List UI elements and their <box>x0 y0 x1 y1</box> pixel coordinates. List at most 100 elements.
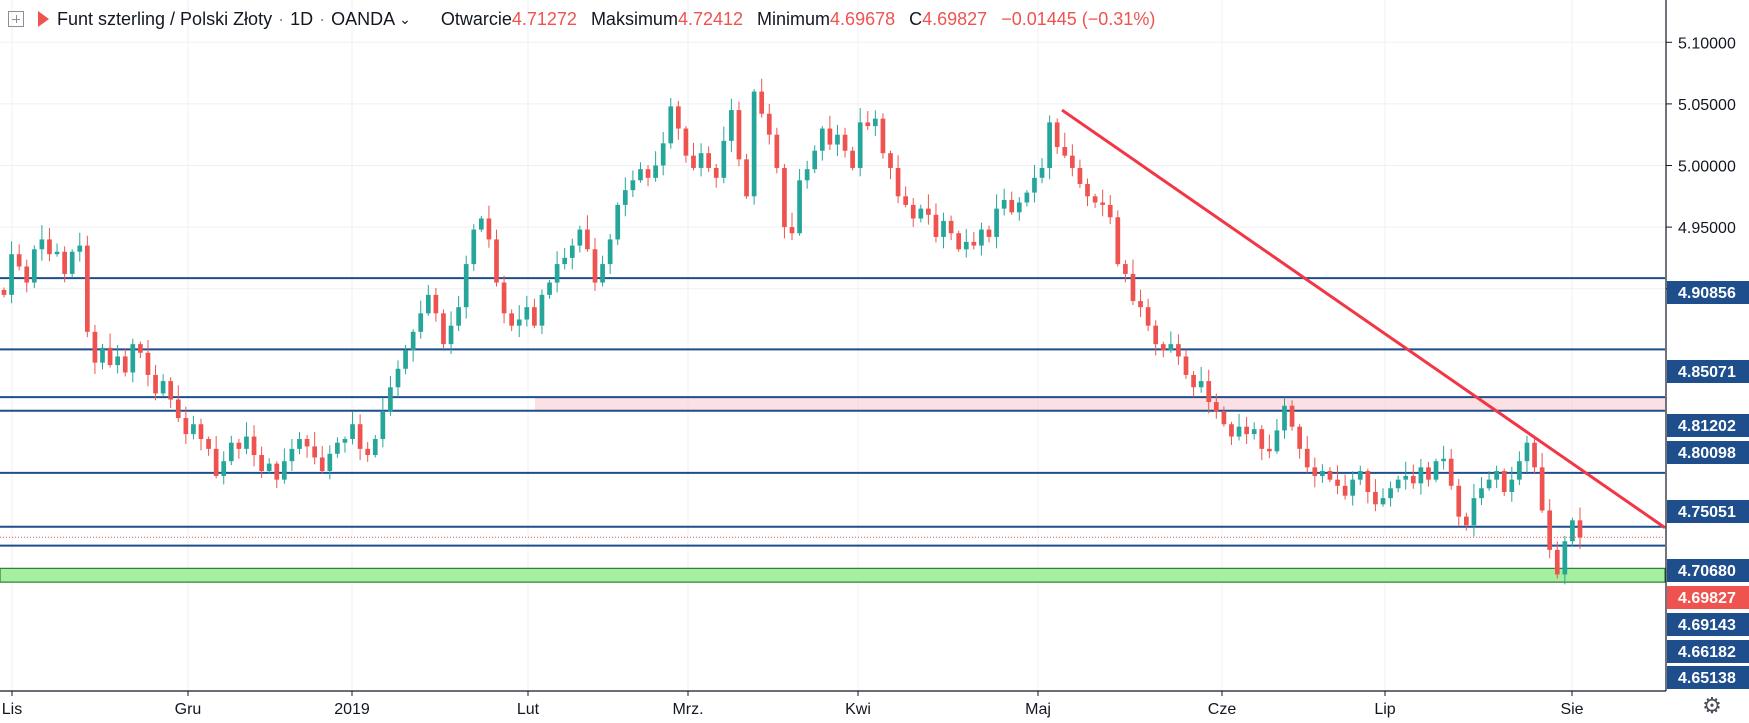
candle-body <box>350 424 355 440</box>
candle-body <box>1494 471 1500 480</box>
candle-body <box>1395 479 1401 489</box>
candle-body <box>675 106 681 129</box>
candle-body <box>115 356 121 366</box>
candle-body <box>895 167 901 197</box>
candle-body <box>1206 381 1212 403</box>
y-tick-label: 5.00000 <box>1678 159 1736 176</box>
level-label-box[interactable] <box>1667 281 1749 304</box>
candle-body <box>1524 442 1530 462</box>
x-tick-label: Cze <box>1208 701 1237 718</box>
chevron-down-icon[interactable]: ⌄ <box>399 10 411 27</box>
level-label-box[interactable] <box>1667 559 1749 582</box>
candle-body <box>1016 202 1022 213</box>
low-value: 4.69678 <box>830 8 896 29</box>
flag-icon[interactable] <box>38 11 49 27</box>
candle-body <box>1024 192 1030 203</box>
candle-body <box>486 218 492 240</box>
candle-body <box>1244 426 1249 435</box>
level-label: 4.70680 <box>1678 563 1736 580</box>
candle-body <box>554 264 560 283</box>
level-label-box[interactable] <box>1667 666 1749 689</box>
candle-body <box>107 347 113 366</box>
candle-body <box>766 113 772 135</box>
current-price-label-box <box>1667 586 1749 609</box>
candle-body <box>1138 301 1143 308</box>
candle-body <box>691 155 696 168</box>
candle-body <box>39 239 45 250</box>
x-tick-label: Lip <box>1374 701 1395 718</box>
candle-body <box>880 118 886 154</box>
level-label-box[interactable] <box>1667 640 1749 663</box>
candle-body <box>979 229 984 246</box>
candle-body <box>221 461 227 476</box>
candlesticks <box>1 78 1583 585</box>
candle-body <box>1486 479 1492 489</box>
candle-body <box>698 153 704 168</box>
source-label[interactable]: OANDA <box>331 8 396 29</box>
x-tick-label: 2019 <box>334 701 370 718</box>
candle-body <box>463 264 469 308</box>
resistance-zone <box>535 397 1665 411</box>
price-axis[interactable]: 5.100005.050005.000004.950004.900004.908… <box>1666 35 1749 689</box>
level-label-box[interactable] <box>1667 414 1749 437</box>
candle-body <box>607 239 613 265</box>
candle-body <box>759 91 765 114</box>
candle-body <box>615 204 621 240</box>
time-axis-bg <box>0 691 1749 723</box>
gear-icon[interactable]: ⚙ <box>1702 693 1722 718</box>
candle-body <box>191 424 196 435</box>
y-tick-label: 5.10000 <box>1678 35 1736 52</box>
interval-label[interactable]: 1D <box>290 8 314 29</box>
trendline[interactable] <box>1061 108 1666 529</box>
candle-body <box>1289 405 1295 427</box>
candle-body <box>1577 520 1583 538</box>
candle-body <box>569 245 575 258</box>
candle-body <box>1312 467 1318 476</box>
candle-body <box>425 294 431 314</box>
candle-body <box>857 122 863 168</box>
candle-body <box>1357 471 1363 480</box>
candle-body <box>1410 475 1416 484</box>
level-label-box[interactable] <box>1667 441 1749 464</box>
candle-body <box>1274 430 1280 452</box>
candle-body <box>835 134 840 145</box>
level-label: 4.85071 <box>1678 364 1736 381</box>
candle-body <box>9 254 14 295</box>
candle-body <box>1259 429 1265 449</box>
candle-body <box>1365 471 1371 492</box>
candle-body <box>342 439 348 443</box>
candle-body <box>92 331 98 363</box>
candle-body <box>713 167 719 178</box>
candle-body <box>1501 471 1507 492</box>
level-label-box[interactable] <box>1667 613 1749 636</box>
candle-body <box>145 352 151 375</box>
candle-body <box>1100 202 1106 205</box>
candle-body <box>532 307 537 326</box>
candle-body <box>524 307 530 320</box>
candle-body <box>630 180 636 191</box>
candle-body <box>403 350 408 369</box>
candle-body <box>228 442 234 462</box>
candle-body <box>1221 411 1227 425</box>
level-label: 4.75051 <box>1678 504 1736 521</box>
candle-body <box>986 229 992 237</box>
low-label: Minimum <box>757 8 831 29</box>
symbol-name[interactable]: Funt szterling / Polski Złoty <box>57 8 273 29</box>
level-label-box[interactable] <box>1667 360 1749 383</box>
candle-body <box>388 387 393 412</box>
candle-body <box>910 204 916 219</box>
candle-body <box>251 436 257 456</box>
candle-body <box>926 208 931 215</box>
candle-body <box>721 140 727 178</box>
candle-body <box>751 91 757 197</box>
plus-square-icon[interactable] <box>8 11 24 27</box>
level-label-box[interactable] <box>1667 500 1749 523</box>
candle-body <box>1282 405 1287 431</box>
candle-body <box>433 294 439 314</box>
candle-body <box>782 167 787 228</box>
candle-body <box>789 227 795 234</box>
candle-body <box>1448 458 1454 486</box>
candle-body <box>774 134 780 168</box>
candle-body <box>31 249 37 283</box>
